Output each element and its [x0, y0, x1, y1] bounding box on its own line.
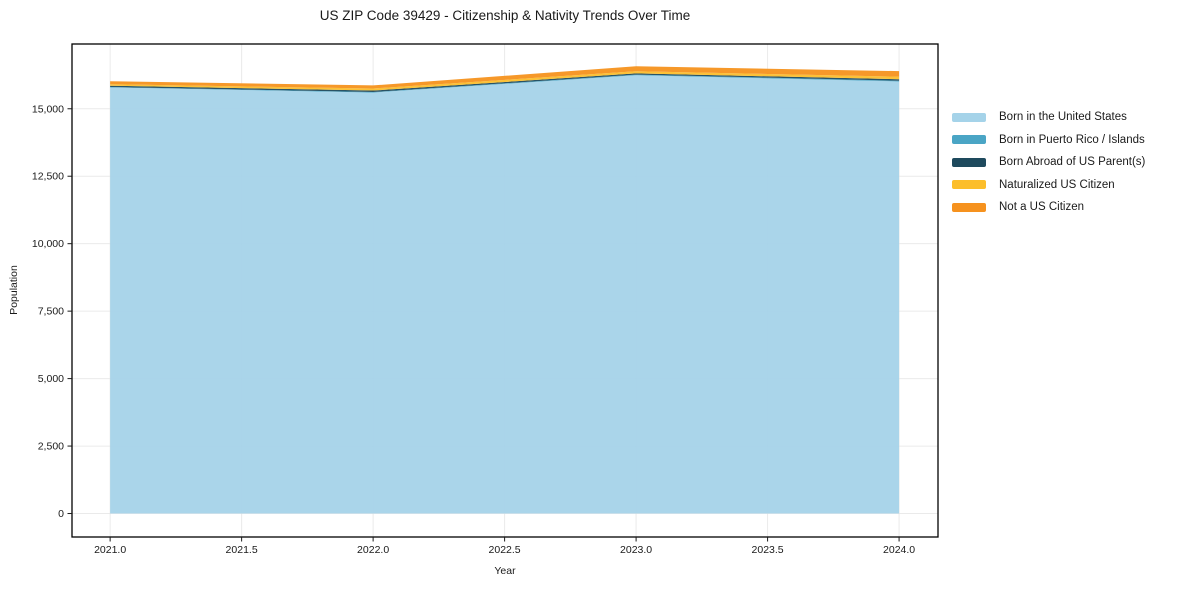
area-series	[110, 74, 900, 93]
legend: Born in the United States Born in Puerto …	[952, 106, 1188, 219]
legend-swatch-icon	[952, 180, 986, 190]
legend-item: Born Abroad of US Parent(s)	[952, 151, 1188, 174]
x-tick-label: 2022.0	[357, 544, 389, 556]
legend-swatch-icon	[952, 112, 986, 122]
area-series	[110, 71, 900, 91]
x-tick-label: 2021.0	[94, 544, 126, 556]
x-tick-label: 2022.5	[489, 544, 521, 556]
x-tick-label: 2023.0	[620, 544, 652, 556]
legend-label: Born Abroad of US Parent(s)	[999, 156, 1146, 169]
legend-swatch-icon	[952, 135, 986, 145]
legend-item: Born in the United States	[952, 106, 1188, 129]
legend-item: Not a US Citizen	[952, 196, 1188, 219]
legend-swatch-icon	[952, 157, 986, 167]
x-tick-label: 2023.5	[752, 544, 784, 556]
area-series	[110, 66, 900, 89]
y-tick-label: 2,500	[38, 441, 64, 453]
y-tick-label: 5,000	[38, 373, 64, 385]
legend-label: Naturalized US Citizen	[999, 178, 1115, 191]
x-tick-label: 2024.0	[883, 544, 915, 556]
legend-label: Born in Puerto Rico / Islands	[999, 133, 1145, 146]
legend-label: Born in the United States	[999, 111, 1127, 124]
y-tick-label: 10,000	[32, 238, 64, 250]
area-series	[110, 75, 900, 514]
x-tick-label: 2021.5	[226, 544, 258, 556]
x-axis-label: Year	[494, 565, 516, 577]
chart-title: US ZIP Code 39429 - Citizenship & Nativi…	[319, 8, 691, 23]
legend-label: Not a US Citizen	[999, 201, 1085, 214]
area-series	[110, 73, 900, 93]
y-tick-label: 7,500	[38, 306, 64, 318]
legend-item: Naturalized US Citizen	[952, 174, 1188, 197]
y-tick-label: 0	[58, 508, 64, 520]
y-tick-label: 15,000	[32, 103, 64, 115]
legend-swatch-icon	[952, 202, 986, 212]
legend-item: Born in Puerto Rico / Islands	[952, 129, 1188, 152]
y-tick-label: 12,500	[32, 171, 64, 183]
